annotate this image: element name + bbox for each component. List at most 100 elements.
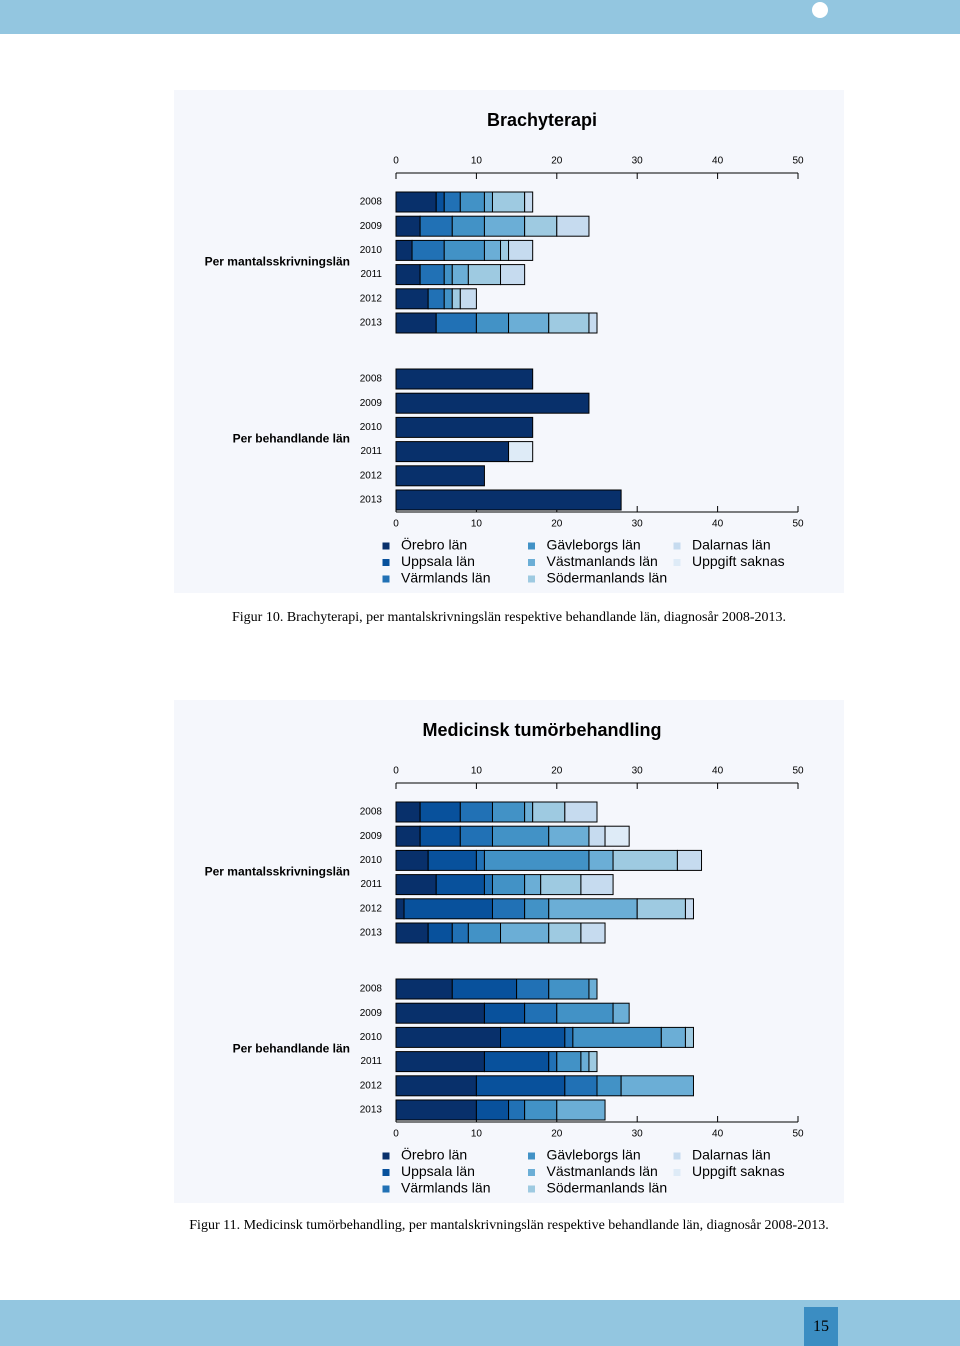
bar-segment [459, 825, 493, 847]
page-number: 15 [804, 1307, 838, 1346]
y-tick-label: 2008 [360, 374, 383, 385]
bar-segment [524, 898, 550, 920]
header-band [0, 0, 960, 34]
bar-segment [580, 1051, 590, 1073]
bar-segment [684, 1026, 694, 1048]
y-tick-label: 2012 [360, 1080, 383, 1091]
bar-segment [451, 264, 469, 286]
bar-segment [548, 898, 638, 920]
y-tick-label: 2011 [360, 269, 382, 280]
bar-segment [564, 801, 598, 823]
y-tick-label: 2012 [360, 293, 383, 304]
bar-segment [483, 874, 493, 896]
legend-swatch [528, 1152, 535, 1160]
x-tick-label: 30 [632, 1129, 644, 1140]
legend-label: Uppsala län [401, 1163, 475, 1179]
bar-segment [604, 825, 630, 847]
bar-segment [419, 825, 461, 847]
legend-swatch [528, 1185, 535, 1193]
x-tick-label: 50 [792, 519, 804, 530]
legend-label: Dalarnas län [692, 537, 771, 553]
y-tick-label: 2009 [360, 1008, 383, 1019]
bar-segment [395, 1075, 477, 1097]
bar-segment [395, 801, 421, 823]
bar-segment [500, 239, 510, 261]
x-tick-label: 0 [393, 519, 399, 530]
legend-swatch [528, 1169, 535, 1176]
bar-segment [500, 264, 526, 286]
bar-segment [475, 849, 485, 871]
bar-segment [500, 1026, 566, 1048]
bar-segment [395, 825, 421, 847]
x-tick-label: 20 [551, 156, 563, 167]
bar-segment [395, 922, 429, 944]
y-tick-label: 2008 [360, 807, 383, 818]
bar-segment [524, 801, 534, 823]
legend-label: Södermanlands län [547, 570, 668, 586]
y-tick-label: 2009 [360, 221, 383, 232]
legend-label: Gävleborgs län [547, 1147, 641, 1163]
x-tick-label: 30 [632, 519, 644, 530]
y-tick-label: 2011 [360, 446, 382, 457]
bar-segment [435, 191, 445, 213]
y-tick-label: 2013 [360, 495, 383, 506]
bar-segment [395, 465, 485, 487]
y-tick-label: 2008 [360, 984, 383, 995]
bar-segment [395, 392, 590, 414]
bar-segment [508, 312, 550, 334]
bar-segment [475, 1099, 510, 1121]
x-tick-label: 50 [792, 1129, 804, 1140]
legend-label: Uppgift saknas [692, 1163, 785, 1179]
bar-segment [475, 312, 510, 334]
x-tick-label: 50 [792, 156, 804, 167]
bar-segment [395, 441, 510, 463]
bar-segment [483, 191, 493, 213]
legend-label: Gävleborgs län [547, 537, 641, 553]
bar-segment [524, 191, 534, 213]
legend-swatch [528, 559, 535, 566]
legend-label: Örebro län [401, 1146, 467, 1163]
panel-label: Per mantalsskrivningslän [205, 255, 350, 269]
bar-segment [395, 191, 437, 213]
bar-segment [524, 1002, 558, 1024]
bar-segment [548, 312, 590, 334]
bar-segment [524, 1099, 558, 1121]
legend-label: Västmanlands län [547, 553, 658, 569]
x-tick-label: 20 [551, 1129, 563, 1140]
x-tick-label: 0 [393, 766, 399, 777]
bar-segment [451, 922, 469, 944]
y-tick-label: 2013 [360, 318, 383, 329]
bar-segment [508, 239, 534, 261]
chart-title: Medicinsk tumörbehandling [422, 720, 661, 740]
bar-segment [395, 239, 413, 261]
bar-segment [395, 264, 421, 286]
bar-segment [411, 239, 445, 261]
bar-segment [660, 1026, 686, 1048]
y-tick-label: 2010 [360, 245, 383, 256]
bar-segment [612, 849, 678, 871]
bar-segment [588, 312, 598, 334]
bar-segment [467, 264, 502, 286]
bar-segment [403, 898, 493, 920]
panel-label: Per mantalsskrivningslän [205, 865, 350, 879]
bar-segment [443, 264, 453, 286]
bar-segment [556, 1051, 582, 1073]
bar-segment [435, 874, 485, 896]
bar-segment [395, 874, 437, 896]
y-tick-label: 2011 [360, 879, 382, 890]
bar-segment [556, 1099, 606, 1121]
bar-segment [548, 978, 590, 1000]
legend-swatch [673, 559, 681, 566]
legend-swatch [673, 1152, 681, 1160]
bar-segment [483, 215, 526, 237]
caption: Figur 10. Brachyterapi, per mantalskrivn… [231, 610, 787, 625]
y-tick-label: 2010 [360, 855, 383, 866]
bar-segment [395, 978, 453, 1000]
legend-swatch [673, 1169, 681, 1176]
bar-segment [395, 215, 421, 237]
bar-segment [548, 825, 590, 847]
x-tick-label: 40 [712, 156, 724, 167]
legend-swatch [673, 542, 681, 550]
panel-label: Per behandlande län [233, 432, 350, 446]
